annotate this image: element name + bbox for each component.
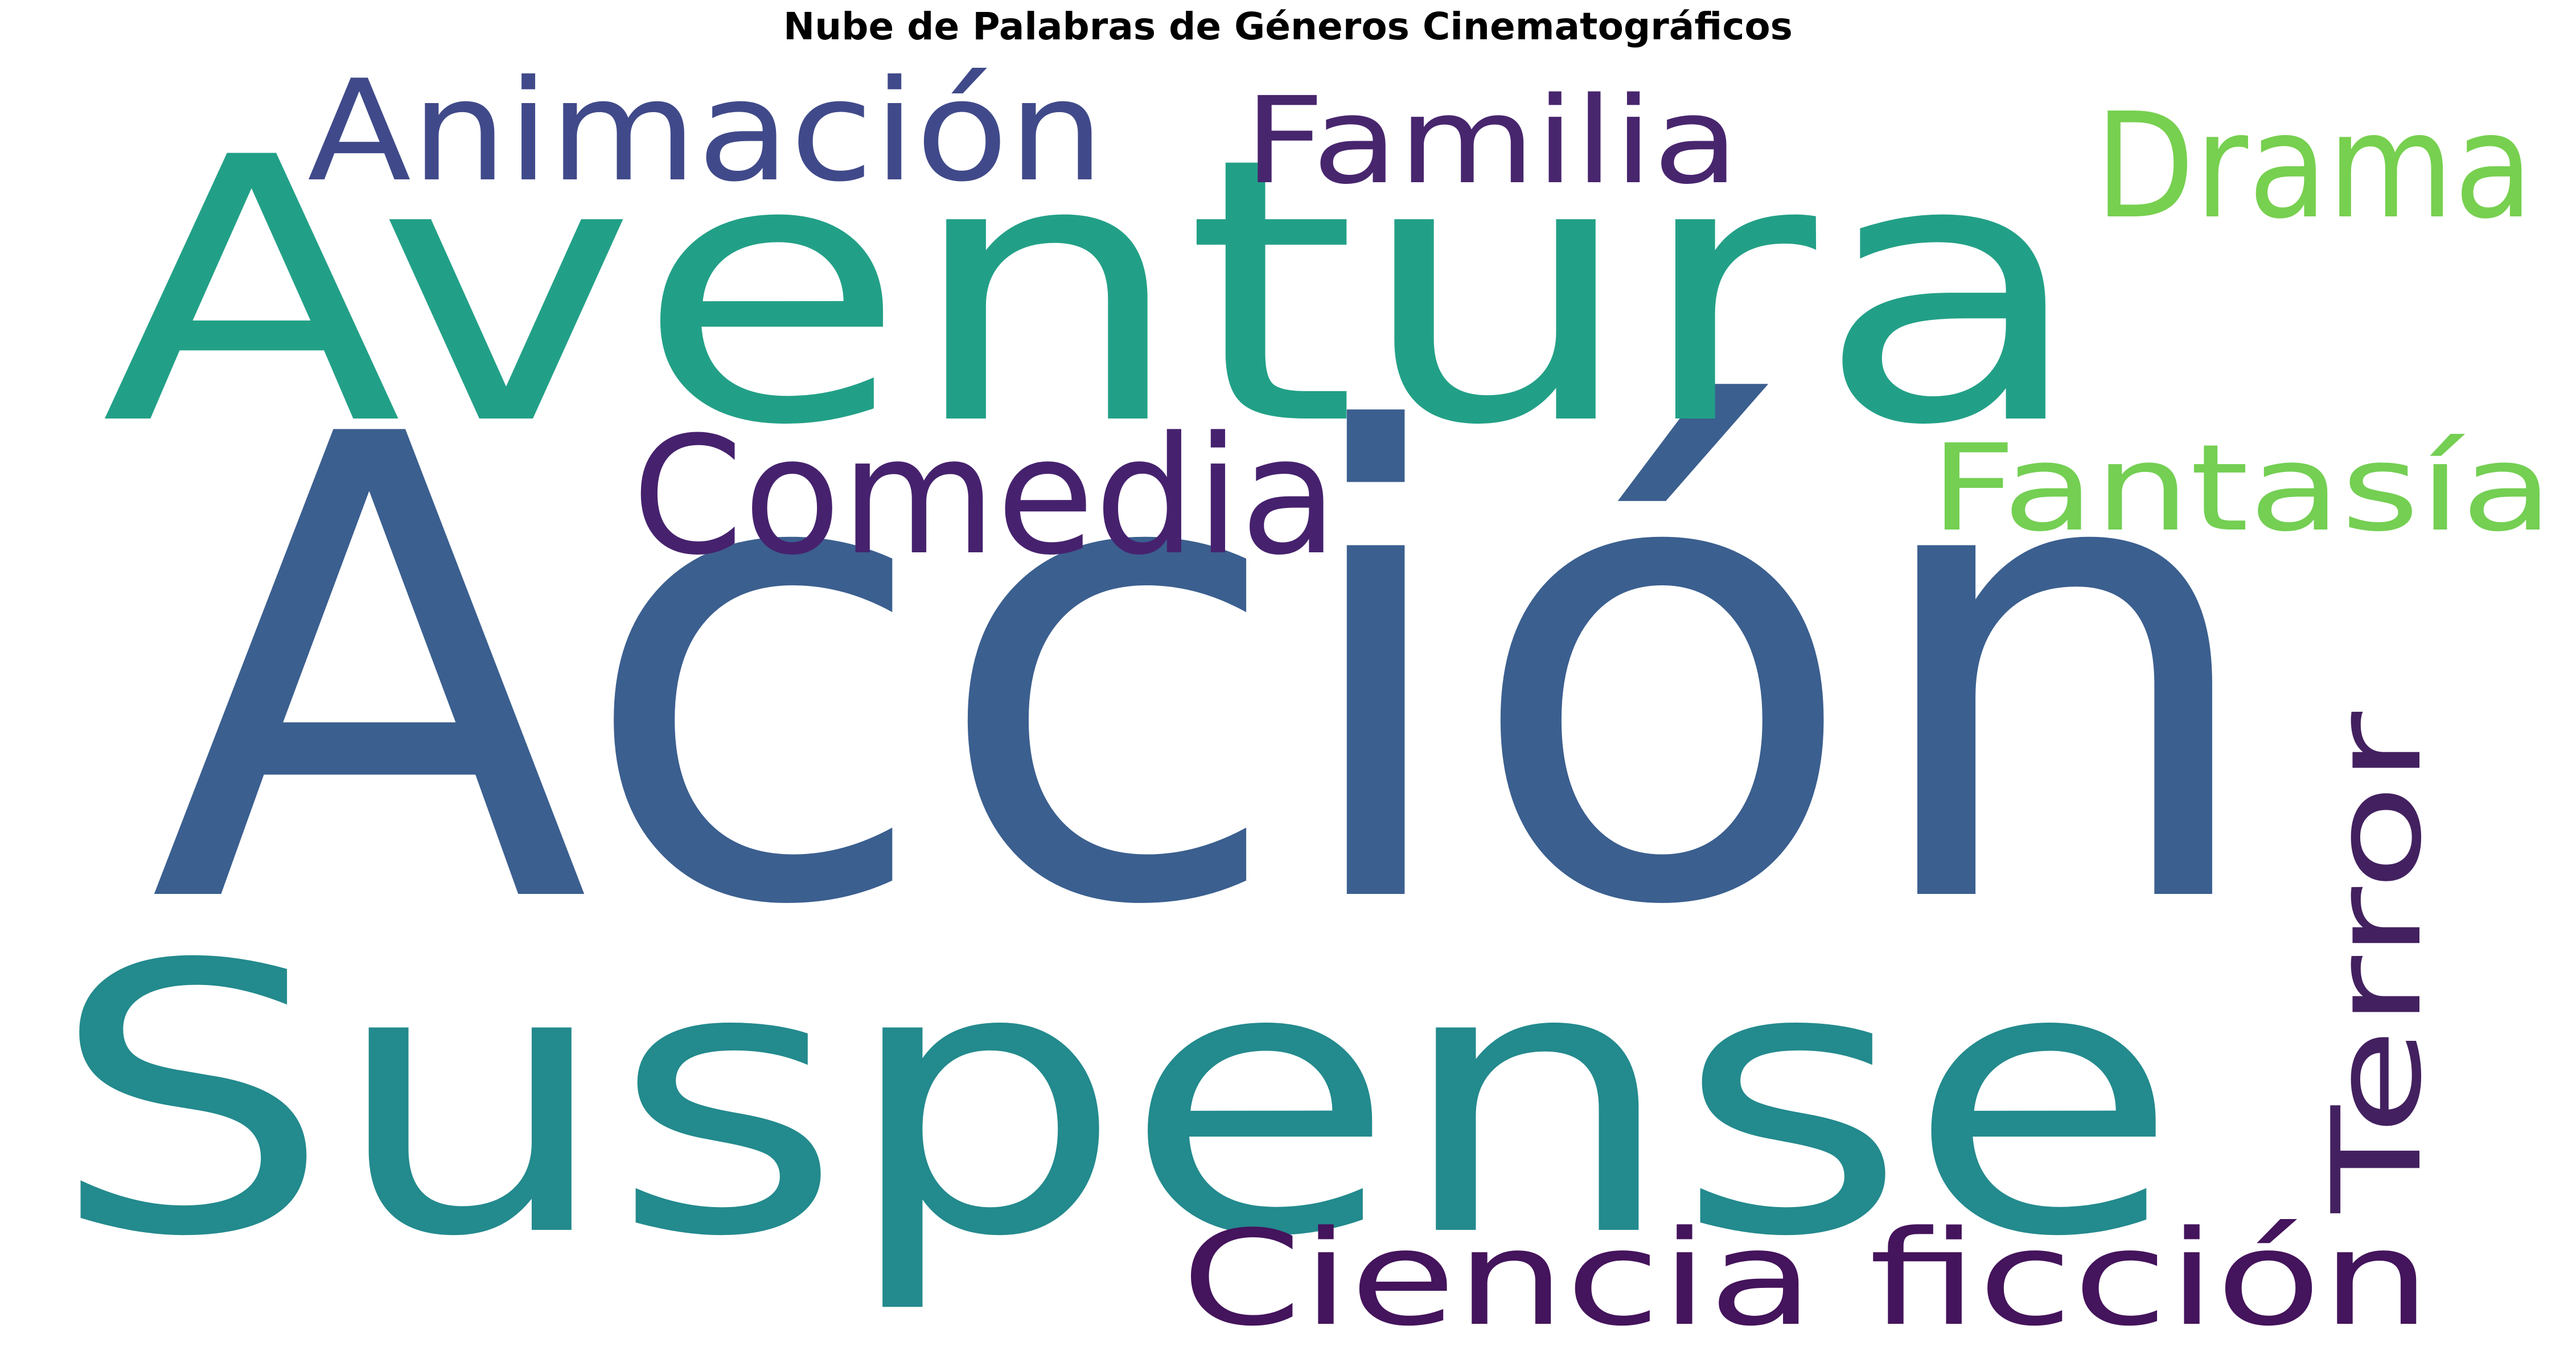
word-drama: Drama — [2095, 82, 2533, 251]
word-comedia: Comedia — [632, 402, 1338, 591]
word-animacion: Animación — [307, 50, 1104, 212]
page-title: Nube de Palabras de Géneros Cinematográf… — [783, 5, 1793, 48]
word-ciencia-ficcion: Ciencia ficción — [1181, 1203, 2431, 1350]
word-suspense: Suspense — [50, 887, 2179, 1318]
word-accion: Acción — [149, 302, 2267, 1045]
word-terror: Terror — [2306, 711, 2448, 1213]
word-familia: Familia — [1244, 71, 1739, 211]
word-aventura: Aventura — [101, 80, 2085, 504]
word-fantasia: Fantasía — [1930, 418, 2553, 558]
